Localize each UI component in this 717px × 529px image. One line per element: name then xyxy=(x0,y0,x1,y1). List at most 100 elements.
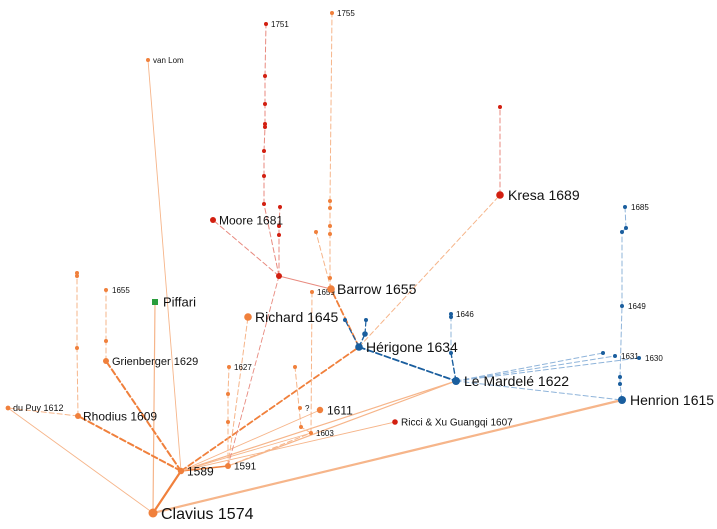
node-dot-r3b xyxy=(263,125,267,129)
node-dot-b9 xyxy=(618,375,622,379)
node-dot-o2 xyxy=(328,206,332,210)
node-marker xyxy=(264,22,268,26)
node-n1630[interactable]: 1630 xyxy=(637,354,663,363)
node-n1685[interactable]: 1685 xyxy=(623,203,649,212)
node-marker xyxy=(227,365,231,369)
node-n1646[interactable]: 1646 xyxy=(449,310,474,319)
node-label: 1591 xyxy=(234,462,257,473)
node-q[interactable]: ? xyxy=(298,404,310,413)
node-barrow[interactable]: Barrow 1655 xyxy=(327,281,417,297)
node-label: Richard 1645 xyxy=(255,309,338,325)
node-ricci[interactable]: Ricci & Xu Guangqi 1607 xyxy=(392,418,513,429)
edge-n1603-n1659 xyxy=(310,291,313,434)
node-marker xyxy=(152,299,158,305)
node-dot-r3 xyxy=(263,122,267,126)
node-n1751[interactable]: 1751 xyxy=(264,20,289,29)
edge-n1591-richard xyxy=(227,316,249,467)
edge-r1-n1751 xyxy=(264,23,267,77)
node-n1611[interactable]: 1611 xyxy=(316,403,353,417)
node-henrion[interactable]: Henrion 1615 xyxy=(618,392,714,408)
node-marker xyxy=(210,217,216,223)
node-dot-r8 xyxy=(277,224,281,228)
node-marker xyxy=(104,288,108,292)
labeled-nodes-layer: Clavius 1574 1589 1591 Rhodius 1609 du Puy 1… xyxy=(5,9,714,523)
node-label: 1751 xyxy=(271,20,289,29)
node-marker xyxy=(330,11,334,15)
node-n1649[interactable]: 1649 xyxy=(620,302,646,311)
node-label: Barrow 1655 xyxy=(337,281,417,297)
edge-n1589-grienberger xyxy=(105,360,182,472)
node-dot-b1 xyxy=(364,318,368,322)
node-marker xyxy=(449,312,453,316)
node-dot-b8 xyxy=(601,351,605,355)
node-n1591[interactable]: 1591 xyxy=(225,462,257,473)
node-dot-b6 xyxy=(624,226,628,230)
edge-herigone-kresa xyxy=(358,194,501,348)
node-clavius[interactable]: Clavius 1574 xyxy=(148,506,254,523)
edge-r0-r6 xyxy=(263,203,280,277)
edge-n1589-herigone xyxy=(180,346,360,472)
node-label: Henrion 1615 xyxy=(630,392,714,408)
node-rhodius[interactable]: Rhodius 1609 xyxy=(75,409,157,423)
node-label: 1685 xyxy=(631,203,649,212)
node-n1603[interactable]: 1603 xyxy=(309,429,334,438)
node-dupuy[interactable]: du Puy 1612 xyxy=(5,403,64,413)
edge-n1589-n1611 xyxy=(180,409,321,472)
edge-b9-n1649 xyxy=(619,305,623,378)
node-marker xyxy=(623,205,627,209)
node-label: 1649 xyxy=(628,302,646,311)
node-marker xyxy=(452,377,460,385)
edge-o11-n1627 xyxy=(227,366,230,395)
node-n1589[interactable]: 1589 xyxy=(177,464,214,478)
edge-lemardele-henrion xyxy=(455,380,623,401)
node-dot-o8 xyxy=(75,274,79,278)
node-dot-o14 xyxy=(299,425,303,429)
node-grienberger[interactable]: Grienberger 1629 xyxy=(103,356,198,368)
node-dot-r5 xyxy=(262,174,266,178)
edge-lemardele-n1631 xyxy=(455,355,616,382)
edge-n1589-vanlom xyxy=(147,59,182,472)
node-marker xyxy=(298,406,302,410)
node-label: Clavius 1574 xyxy=(161,506,254,523)
node-marker xyxy=(327,285,335,293)
node-label: 1589 xyxy=(187,464,214,478)
node-n1655a[interactable]: 1655 xyxy=(104,286,130,295)
node-dot-b5 xyxy=(449,351,453,355)
edge-lemardele-b8 xyxy=(455,352,604,382)
node-dot-o4 xyxy=(314,230,318,234)
node-label: Le Mardelé 1622 xyxy=(464,373,569,389)
node-richard[interactable]: Richard 1645 xyxy=(244,309,338,325)
node-dot-rk xyxy=(498,105,502,109)
node-marker xyxy=(620,304,624,308)
node-n1755[interactable]: 1755 xyxy=(330,9,355,18)
edge-lemardele-n1630 xyxy=(455,357,640,382)
node-label: ? xyxy=(305,404,310,413)
node-dot-b4 xyxy=(449,315,453,319)
edge-n1589-lemardele xyxy=(180,380,457,472)
node-dot-r9 xyxy=(277,233,281,237)
node-n1659[interactable]: 1659 xyxy=(310,288,335,297)
edge-r0-moore xyxy=(212,219,280,277)
node-label: 1630 xyxy=(645,354,663,363)
node-herigone[interactable]: Hérigone 1634 xyxy=(355,339,458,355)
edge-barrow-o4 xyxy=(315,231,332,290)
edge-n1589-ricci xyxy=(180,421,396,472)
node-label: 1655 xyxy=(112,286,130,295)
edge-n1591-lemardele xyxy=(227,380,457,467)
node-n1631[interactable]: 1631 xyxy=(613,352,639,361)
edge-clavius-piffari xyxy=(152,301,156,514)
node-label: Rhodius 1609 xyxy=(83,409,157,423)
edge-o1-n1755 xyxy=(329,12,333,202)
node-dot-b2 xyxy=(362,331,368,337)
node-n1627[interactable]: 1627 xyxy=(227,363,252,372)
node-label: van Lom xyxy=(153,56,184,65)
node-label: 1659 xyxy=(317,288,335,297)
node-dot-o1 xyxy=(328,199,332,203)
node-vanlom[interactable]: van Lom xyxy=(146,56,184,65)
edge-r8-r7 xyxy=(278,206,281,227)
node-piffari[interactable]: Piffari xyxy=(152,295,196,310)
node-moore[interactable]: Moore 1681 xyxy=(210,213,283,227)
node-kresa[interactable]: Kresa 1689 xyxy=(496,187,580,203)
node-lemardele[interactable]: Le Mardelé 1622 xyxy=(452,373,569,389)
